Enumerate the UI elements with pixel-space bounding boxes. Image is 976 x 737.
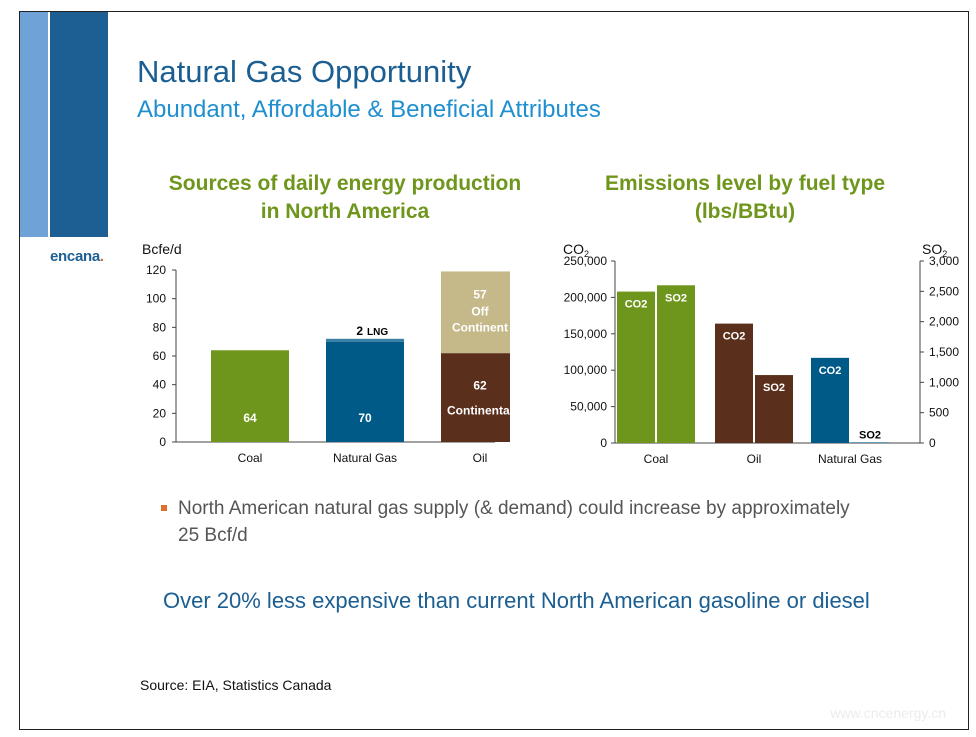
y-tick-label: 100 (146, 292, 166, 306)
so2-bar-label: SO2 (859, 429, 881, 441)
x-tick-label: Oil (747, 452, 762, 466)
right-tick-label: 1,500 (929, 345, 959, 359)
left-tick-label: 100,000 (564, 363, 608, 377)
bar-segment (211, 350, 289, 442)
so2-bar (851, 442, 889, 443)
data-label: 62 (473, 379, 487, 393)
data-label-note: Continental (447, 404, 510, 418)
left-tick-label: 150,000 (564, 327, 608, 341)
co2-bar (617, 291, 655, 443)
slide-frame: encana. Natural Gas Opportunity Abundant… (19, 11, 969, 730)
y-tick-label: 20 (153, 406, 167, 420)
so2-bar-label: SO2 (665, 292, 687, 304)
right-tick-label: 3,000 (929, 254, 959, 268)
right-tick-label: 500 (929, 406, 949, 420)
data-label: 70 (358, 411, 372, 425)
x-tick-label: Coal (644, 452, 669, 466)
right-tick-label: 2,500 (929, 284, 959, 298)
bar-segment (441, 271, 510, 354)
logo-text: encana (50, 248, 100, 265)
x-tick-label: Coal (238, 451, 263, 465)
right-axis-label: SO2 (922, 241, 947, 259)
so2-bar (755, 375, 793, 443)
data-label: 57 (473, 287, 487, 301)
co2-bar (811, 357, 849, 443)
y-tick-label: 0 (159, 435, 166, 449)
co2-bar-label: CO2 (625, 299, 648, 311)
left-chart-title: Sources of daily energy production in No… (135, 170, 555, 226)
data-label-note: LNG (367, 327, 388, 338)
y-tick-label: 60 (153, 349, 167, 363)
production-chart: Bcfe/d 0 20 40 60 80 100 120 64 Coal 70 2 LNG Natural… (142, 241, 510, 465)
y-tick-label: 40 (153, 378, 167, 392)
right-axis-label-subscript: 2 (942, 249, 947, 259)
watermark: www.cncenergy.cn (830, 705, 946, 721)
data-label: 64 (243, 411, 257, 425)
co2-bar (715, 323, 753, 443)
co2-bar-label: CO2 (819, 365, 842, 377)
left-tick-label: 200,000 (564, 290, 608, 304)
bullet-marker (161, 505, 167, 511)
so2-bar-label: SO2 (763, 382, 785, 394)
bullet-text: North American natural gas supply (& dem… (178, 498, 850, 546)
y-axis-label: Bcfe/d (142, 241, 182, 257)
right-tick-label: 0 (929, 436, 936, 450)
right-tick-label: 2,000 (929, 315, 959, 329)
data-label-note: Continent (452, 320, 508, 334)
decorative-band-light (20, 12, 48, 237)
left-axis-label: CO2 (563, 241, 589, 259)
slide-subtitle: Abundant, Affordable & Beneficial Attrib… (137, 96, 601, 123)
left-chart-title-line1: Sources of daily energy production (168, 172, 522, 195)
right-chart-title: Emissions level by fuel type (lbs/BBtu) (575, 170, 915, 226)
left-tick-label: 0 (600, 436, 607, 450)
x-tick-label: Natural Gas (333, 451, 397, 465)
decorative-band-dark (50, 12, 108, 237)
right-tick-label: 1,000 (929, 375, 959, 389)
left-tick-label: 250,000 (564, 254, 608, 268)
x-tick-label: Natural Gas (818, 452, 882, 466)
emissions-chart: CO2 SO2 0 50,000 100,000 150,000 200,000 250,00… (563, 241, 959, 466)
right-chart-title-line2: (lbs/BBtu) (694, 200, 796, 223)
highlight-text: Over 20% less expensive than current Nor… (163, 588, 870, 613)
left-axis-label-subscript: 2 (584, 249, 589, 259)
y-tick-label: 80 (153, 320, 167, 334)
co2-bar-label: CO2 (723, 331, 746, 343)
left-tick-label: 50,000 (570, 400, 607, 414)
bar-segment (326, 338, 404, 342)
data-label: 2 (356, 324, 363, 338)
data-label-note: Off (471, 304, 489, 318)
so2-bar (657, 285, 695, 443)
source-note: Source: EIA, Statistics Canada (140, 677, 332, 693)
bar-segment (441, 353, 510, 442)
y-tick-label: 120 (146, 263, 166, 277)
left-chart-title-line2: in North America (260, 200, 430, 223)
bullet-point: North American natural gas supply (& dem… (161, 495, 858, 549)
encana-logo: encana. (50, 248, 104, 265)
right-chart-title-line1: Emissions level by fuel type (604, 172, 886, 195)
bar-segment (326, 341, 404, 442)
x-tick-label: Oil (473, 451, 488, 465)
slide-title: Natural Gas Opportunity (137, 54, 472, 89)
